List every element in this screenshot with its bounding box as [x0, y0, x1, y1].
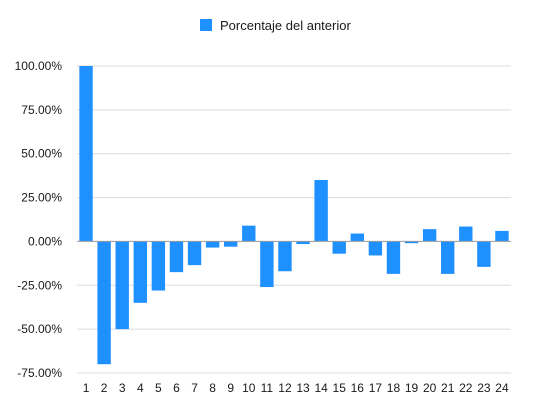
x-tick-label: 6: [173, 381, 180, 395]
bar: [459, 226, 473, 242]
bar: [368, 241, 383, 256]
y-tick-label: 75.00%: [21, 103, 62, 117]
x-tick-label: 10: [242, 381, 256, 395]
y-tick-label: -50.00%: [17, 322, 62, 336]
y-tick-label: 50.00%: [21, 147, 62, 161]
bar: [242, 225, 256, 242]
bar: [224, 241, 238, 247]
x-tick-label: 15: [333, 381, 347, 395]
y-tick-label: 100.00%: [15, 59, 63, 73]
y-tick-label: 0.00%: [28, 234, 62, 248]
y-tick-label: -75.00%: [17, 366, 62, 380]
x-tick-label: 2: [101, 381, 108, 395]
bar: [404, 241, 419, 244]
y-tick-label: 25.00%: [21, 191, 62, 205]
x-tick-label: 13: [296, 381, 310, 395]
x-tick-label: 9: [227, 381, 234, 395]
x-tick-label: 20: [423, 381, 437, 395]
bar: [97, 241, 111, 365]
bar: [441, 241, 455, 274]
chart-legend: Porcentaje del anterior: [200, 17, 351, 33]
bar: [422, 229, 437, 242]
bar: [133, 241, 147, 303]
x-tick-label: 11: [261, 381, 274, 395]
bar: [296, 241, 310, 245]
bar: [332, 241, 346, 254]
x-tick-label: 21: [441, 381, 455, 395]
bar: [495, 230, 509, 242]
bar: [151, 241, 166, 291]
x-tick-label: 3: [119, 381, 126, 395]
x-tick-label: 16: [351, 381, 365, 395]
x-tick-label: 18: [387, 381, 401, 395]
bar: [79, 66, 93, 242]
bar: [187, 241, 202, 266]
x-tick-label: 22: [459, 381, 473, 395]
x-tick-label: 4: [137, 381, 144, 395]
y-tick-label: -25.00%: [17, 278, 62, 292]
x-tick-label: 7: [191, 381, 198, 395]
bar: [477, 241, 491, 267]
bar: [386, 241, 401, 274]
bar: [350, 233, 364, 242]
bar: [278, 241, 292, 272]
bar: [260, 241, 274, 288]
x-tick-label: 23: [477, 381, 491, 395]
bar: [169, 241, 184, 273]
x-tick-label: 24: [495, 381, 509, 395]
x-tick-label: 19: [405, 381, 419, 395]
x-tick-label: 1: [83, 381, 90, 395]
x-tick-label: 14: [314, 381, 328, 395]
bar: [115, 241, 129, 330]
x-tick-label: 8: [209, 381, 216, 395]
x-tick-label: 5: [155, 381, 162, 395]
x-tick-label: 12: [278, 381, 292, 395]
x-tick-label: 17: [369, 381, 383, 395]
bar: [314, 180, 328, 242]
legend-swatch: [200, 19, 212, 31]
bar: [205, 241, 220, 248]
legend-label: Porcentaje del anterior: [220, 17, 351, 33]
